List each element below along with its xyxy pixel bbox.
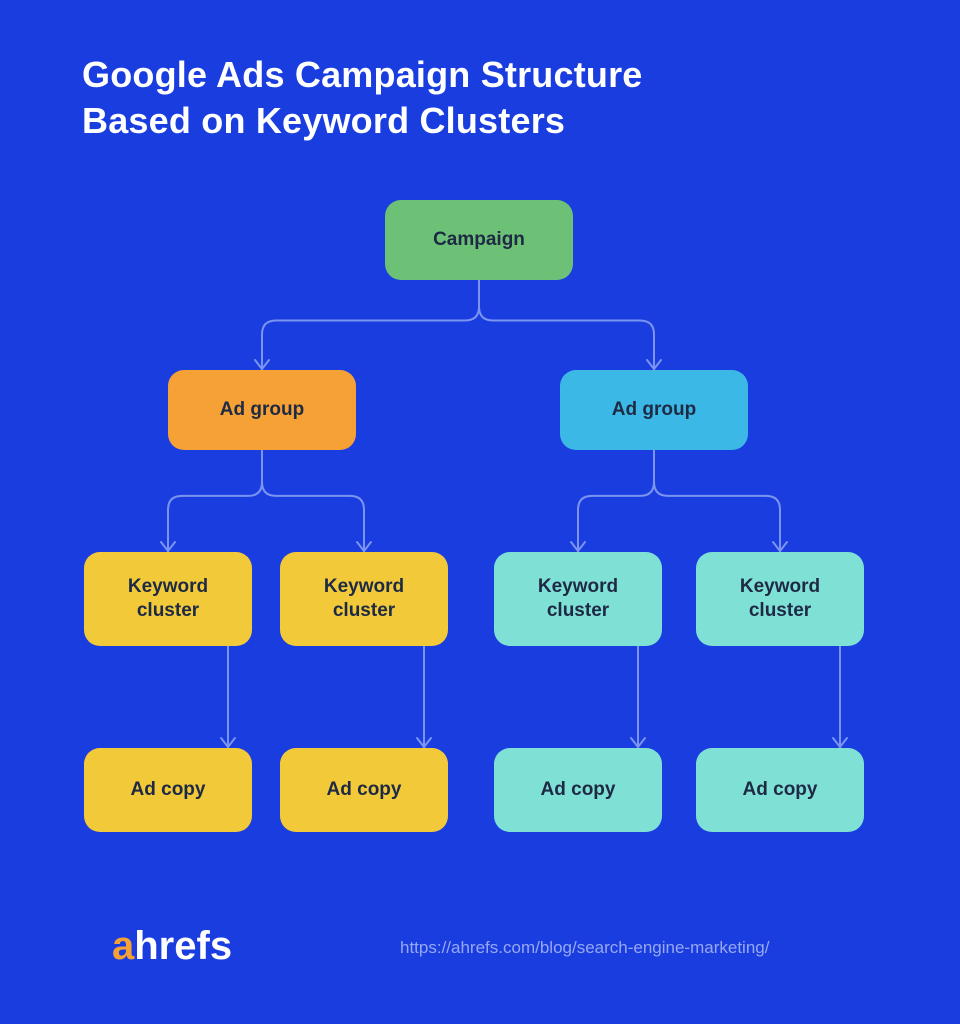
brand-logo: ahrefs: [112, 924, 232, 969]
node-kc-1: Keyword cluster: [84, 552, 252, 646]
node-campaign: Campaign: [385, 200, 573, 280]
node-ac-1: Ad copy: [84, 748, 252, 832]
node-ac-4: Ad copy: [696, 748, 864, 832]
node-adgroup-l: Ad group: [168, 370, 356, 450]
logo-rest: hrefs: [134, 924, 232, 969]
page-title: Google Ads Campaign Structure Based on K…: [82, 52, 643, 144]
title-line-2: Based on Keyword Clusters: [82, 100, 565, 141]
node-kc-4: Keyword cluster: [696, 552, 864, 646]
title-line-1: Google Ads Campaign Structure: [82, 54, 643, 95]
connector-layer: [0, 0, 960, 1024]
source-url: https://ahrefs.com/blog/search-engine-ma…: [400, 938, 769, 958]
node-kc-2: Keyword cluster: [280, 552, 448, 646]
node-ac-2: Ad copy: [280, 748, 448, 832]
node-adgroup-r: Ad group: [560, 370, 748, 450]
node-ac-3: Ad copy: [494, 748, 662, 832]
logo-letter-a: a: [112, 924, 134, 969]
diagram-canvas: Google Ads Campaign Structure Based on K…: [0, 0, 960, 1024]
node-kc-3: Keyword cluster: [494, 552, 662, 646]
